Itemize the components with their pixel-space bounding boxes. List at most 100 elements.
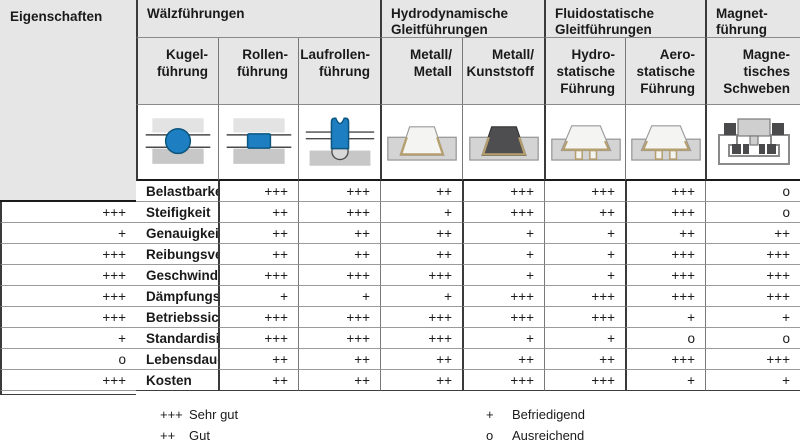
rating-cell: + [0,223,136,244]
aerostatic-guide-icon [630,125,701,161]
rating-cell: +++ [0,202,136,223]
rating-cell: +++ [625,181,705,202]
rating-cell: + [218,286,298,307]
row-label: Steifigkeit [136,202,218,223]
column-group-fluidostatische-gleitfuehrungen: Fluidostatische Gleitführungen [544,0,705,38]
rating-cell: + [544,265,625,286]
row-label: Betriebssicherheit [136,307,218,328]
corner-header: Eigenschaften [0,0,136,202]
legend-left: +++ Sehr gut ++ Gut [160,404,238,443]
rating-cell: ++ [218,244,298,265]
icon-cell [136,105,218,181]
row-label: Kosten [136,370,218,391]
icon-cell [544,105,625,181]
rating-cell: +++ [380,328,462,349]
icon-cell [218,105,298,181]
rating-cell: + [462,223,544,244]
column-header-laufrollenfuehrung: Laufrollen- führung [298,38,380,105]
icon-cell [298,105,380,181]
rating-cell: +++ [0,307,136,328]
rating-cell: +++ [298,202,380,223]
legend-item: + Befriedigend [486,404,585,425]
icon-cell [705,105,800,181]
column-header-hydrostatische-fuehrung: Hydro- statische Führung [544,38,625,105]
rating-cell: + [462,244,544,265]
rating-cell: +++ [462,370,544,391]
rating-cell: ++ [380,244,462,265]
rating-cell: + [0,328,136,349]
rating-cell: +++ [462,202,544,223]
rating-cell: o [705,202,800,223]
rating-cell: + [705,307,800,328]
rating-cell: ++ [625,223,705,244]
rating-cell: +++ [462,181,544,202]
legend-symbol: ++ [160,428,176,443]
rating-cell: ++ [462,349,544,370]
column-group-magnetfuehrung: Magnet- führung [705,0,800,38]
rating-cell: +++ [705,286,800,307]
rating-cell: ++ [218,370,298,391]
row-label: Dämpfungsverhalten [136,286,218,307]
rating-cell: + [380,202,462,223]
column-group-hydrodynamische-gleitfuehrungen: Hydrodynamische Gleitführungen [380,0,544,38]
rating-cell: +++ [705,265,800,286]
rating-cell: +++ [298,265,380,286]
rating-cell: ++ [298,223,380,244]
legend-label: Ausreichend [512,428,585,443]
rating-cell: ++ [380,223,462,244]
column-header-magnetisches-schweben: Magne- tisches Schweben [705,38,800,105]
rating-cell: ++ [544,202,625,223]
rating-cell: +++ [462,286,544,307]
rating-cell: ++ [218,223,298,244]
rating-cell: +++ [380,307,462,328]
rating-cell: ++ [298,370,380,391]
column-header-rollenfuehrung: Rollen- führung [218,38,298,105]
rating-cell: o [705,181,800,202]
rating-cell: ++ [218,202,298,223]
legend-symbol: o [486,428,494,443]
hydrostatic-guide-icon [550,125,621,161]
rating-cell: +++ [544,307,625,328]
rating-cell: +++ [462,307,544,328]
rating-cell: +++ [544,181,625,202]
rating-cell: +++ [625,244,705,265]
legend-right: + Befriedigend o Ausreichend [486,404,585,443]
rating-cell: ++ [380,181,462,202]
legend-label: Gut [189,428,210,443]
rating-cell: ++ [380,349,462,370]
rating-cell: +++ [298,307,380,328]
rating-cell: + [462,265,544,286]
rating-cell: +++ [298,328,380,349]
rating-cell: ++ [380,370,462,391]
rating-cell: +++ [0,265,136,286]
rating-cell: + [625,370,705,391]
cam-roller-guide-icon [305,117,374,166]
comparison-table: Eigenschaften Wälzführungen Hydrodynamis… [0,0,800,395]
rating-cell: + [462,328,544,349]
rating-cell: ++ [705,223,800,244]
column-header-metall-kunststoff: Metall/ Kunststoff [462,38,544,105]
rating-cell: +++ [218,307,298,328]
rating-cell: + [544,244,625,265]
rating-cell: +++ [625,202,705,223]
rating-cell: o [0,349,136,370]
rating-cell: +++ [705,244,800,265]
rating-cell: + [544,328,625,349]
rating-cell: +++ [218,181,298,202]
icon-cell [625,105,705,181]
rating-cell: o [625,328,705,349]
legend-item: o Ausreichend [486,425,585,443]
rating-cell: ++ [298,244,380,265]
row-label: Genauigkeit [136,223,218,244]
legend-item: +++ Sehr gut [160,404,238,425]
metal-metal-slide-icon [387,126,457,161]
metal-plastic-slide-icon [468,126,539,161]
column-header-metall-metall: Metall/ Metall [380,38,462,105]
rating-cell: +++ [298,181,380,202]
rating-cell: +++ [0,286,136,307]
rating-cell: o [0,391,136,395]
column-group-waelzfuehrungen: Wälzführungen [136,0,380,38]
rating-cell: +++ [544,286,625,307]
legend-label: Sehr gut [189,407,239,422]
rating-cell: +++ [544,370,625,391]
